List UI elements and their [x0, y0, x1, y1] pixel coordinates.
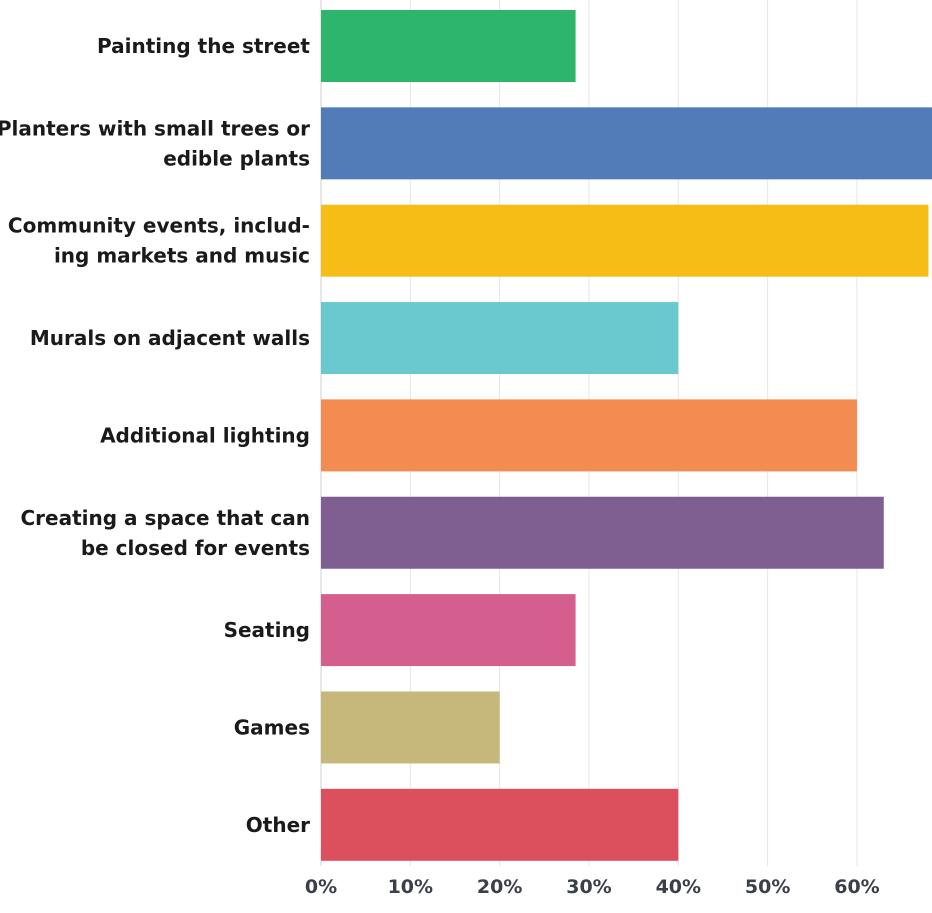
category-label-layer: Painting the street Planters with small t… — [0, 34, 310, 837]
category-label-6-line-2: be closed for events — [81, 536, 310, 560]
x-tick-label-5: 50% — [745, 876, 790, 898]
bar-4 — [321, 302, 679, 375]
bar-9 — [321, 788, 679, 861]
x-axis-tick-layer: 0% 10% 20% 30% 40% 50% 60% — [305, 876, 880, 898]
category-label-5: Additional lighting — [100, 423, 310, 447]
x-tick-label-3: 30% — [566, 876, 611, 898]
bar-6 — [321, 496, 884, 569]
category-label-4: Murals on adjacent walls — [30, 326, 310, 350]
category-label-2-line-2: edible plants — [163, 146, 310, 170]
bar-3 — [321, 204, 929, 277]
x-tick-label-1: 10% — [388, 876, 433, 898]
x-tick-label-2: 20% — [477, 876, 522, 898]
category-label-7: Seating — [224, 618, 310, 642]
category-label-3-line-2: ing markets and music — [54, 244, 310, 268]
bar-1 — [321, 10, 576, 82]
category-label-1: Painting the street — [97, 34, 310, 58]
x-tick-label-0: 0% — [305, 876, 337, 898]
category-label-9: Other — [246, 813, 310, 837]
category-label-6-line-1: Creating a space that can — [20, 506, 310, 530]
category-label-8: Games — [234, 715, 310, 739]
bar-2 — [321, 107, 932, 180]
bar-layer — [321, 10, 932, 861]
category-label-2-line-1: Planters with small trees or — [0, 116, 310, 140]
category-label-3-line-1: Community events, includ- — [8, 214, 310, 238]
x-tick-label-4: 40% — [656, 876, 701, 898]
x-tick-label-6: 60% — [834, 876, 879, 898]
bar-5 — [321, 399, 857, 472]
bar-8 — [321, 691, 500, 764]
bar-7 — [321, 594, 576, 667]
